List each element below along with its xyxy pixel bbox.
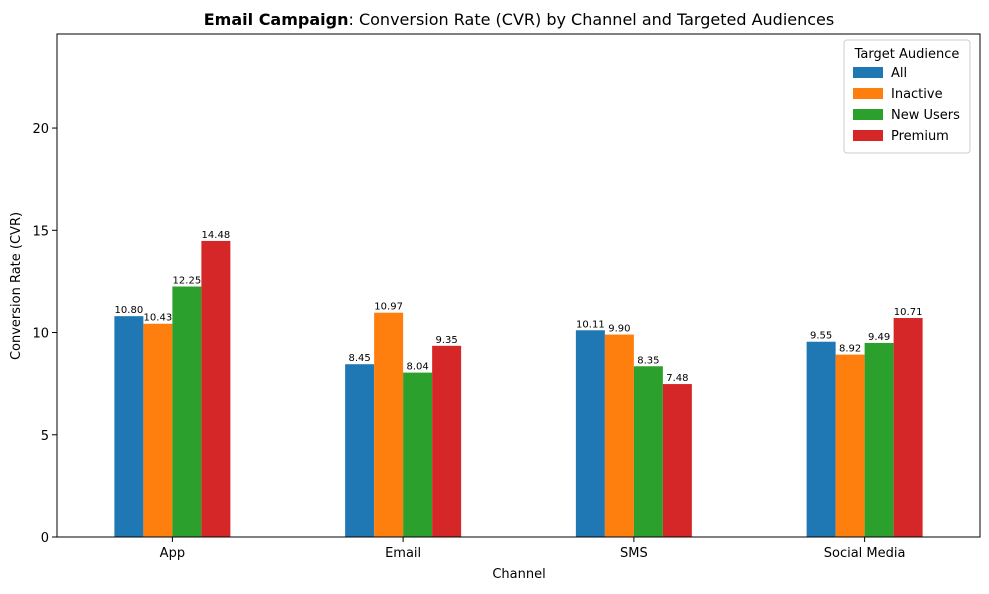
legend: Target Audience All Inactive New Users Premi… [843,39,971,154]
bar-social-media-new-users [864,342,894,537]
bar-email-premium [432,345,462,537]
legend-label-inactive: Inactive [891,87,943,102]
legend-swatch-all [853,67,883,78]
bar-value-label: 10.97 [374,302,403,313]
bar-social-media-inactive [835,354,865,537]
x-axis-label: Channel [492,567,545,582]
bar-value-label: 10.11 [576,319,605,330]
chart-title-rest: : Conversion Rate (CVR) by Channel and T… [348,10,834,29]
bar-value-label: 8.45 [348,353,370,364]
legend-swatch-premium [853,130,883,141]
x-tick-label: Social Media [824,546,906,561]
bar-value-label: 9.35 [435,335,457,346]
bar-value-label: 8.92 [839,344,861,355]
bar-app-new-users [172,286,202,537]
bar-value-label: 14.48 [202,230,231,241]
bar-social-media-all [806,341,836,537]
bar-value-label: 10.71 [894,307,923,318]
bar-value-label: 7.48 [666,373,688,384]
y-tick-label: 0 [41,531,49,546]
bar-sms-inactive [604,334,634,537]
bar-app-premium [201,240,231,537]
bar-social-media-premium [893,318,923,537]
bar-app-inactive [143,323,173,537]
legend-swatch-new-users [853,109,883,120]
y-axis-label: Conversion Rate (CVR) [9,212,24,360]
x-tick-label: App [160,546,185,561]
bar-email-all [345,364,375,537]
bar-value-label: 10.80 [115,305,144,316]
bar-email-new-users [403,372,433,537]
legend-label-premium: Premium [891,129,949,144]
legend-label-new-users: New Users [891,108,960,123]
chart-title: Email Campaign: Conversion Rate (CVR) by… [204,10,834,29]
bar-sms-all [575,330,605,537]
chart-title-bold: Email Campaign [204,10,349,29]
legend-label-all: All [891,66,907,81]
bar-value-label: 12.25 [173,276,202,287]
bar-value-label: 9.90 [608,324,630,335]
legend-title: Target Audience [854,47,960,62]
bar-value-label: 8.04 [406,362,428,373]
legend-swatch-inactive [853,88,883,99]
y-tick-label: 5 [41,429,49,444]
y-tick-label: 10 [32,327,49,342]
y-tick-label: 15 [32,224,49,239]
bar-value-label: 10.43 [144,313,173,324]
bar-sms-premium [662,384,692,537]
bar-value-label: 9.55 [810,331,832,342]
x-tick-label: SMS [620,546,648,561]
bar-sms-new-users [633,366,663,537]
bar-value-label: 9.49 [868,332,890,343]
bar-value-label: 8.35 [637,355,659,366]
bar-email-inactive [374,312,404,537]
x-tick-label: Email [385,546,421,561]
bar-app-all [114,316,144,537]
y-tick-label: 20 [32,122,49,137]
axes-frame [56,33,981,538]
